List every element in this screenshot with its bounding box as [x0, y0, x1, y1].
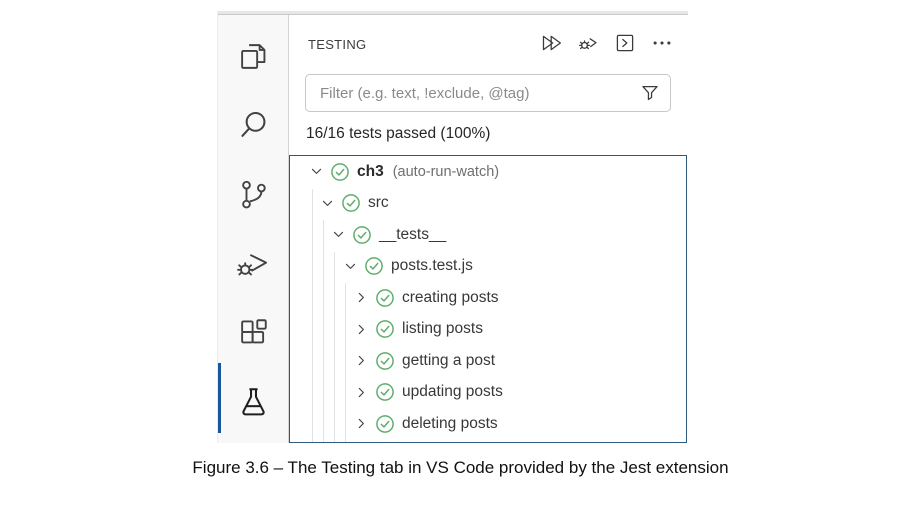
debug-icon [577, 32, 599, 54]
tree-row-getting-a-post[interactable]: getting a post [290, 345, 686, 377]
test-passed-icon [341, 193, 361, 213]
tree-row-label: posts.test.js [391, 257, 473, 275]
flask-icon [236, 384, 271, 419]
tree-row-listing-posts[interactable]: listing posts [290, 314, 686, 346]
tree-row-label: src [368, 194, 389, 212]
tree-row-label: updating posts [402, 383, 503, 401]
indent-guide [312, 189, 313, 442]
activity-item-source-control[interactable] [218, 169, 288, 219]
tree-row-creating-posts[interactable]: creating posts [290, 282, 686, 314]
activity-item-search[interactable] [218, 99, 288, 149]
chevron-right-icon[interactable] [354, 416, 369, 431]
chevron-right-icon[interactable] [354, 385, 369, 400]
chevron-down-icon[interactable] [309, 164, 324, 179]
test-passed-icon [330, 162, 350, 182]
test-passed-icon [375, 351, 395, 371]
git-branch-icon [236, 177, 271, 212]
test-filter-box [305, 74, 671, 112]
indent-guide [334, 252, 335, 442]
activity-item-explorer[interactable] [218, 31, 288, 81]
tree-row-label: getting a post [402, 351, 496, 369]
tree-row-tests-dir[interactable]: __tests__ [290, 219, 686, 251]
test-passed-icon [375, 319, 395, 339]
test-passed-icon [364, 256, 384, 276]
test-passed-icon [352, 225, 372, 245]
test-passed-icon [375, 414, 395, 434]
indent-guide [323, 220, 324, 442]
debug-tests-button[interactable] [576, 31, 600, 55]
window-top-edge [218, 11, 688, 15]
tree-row-deleting-posts[interactable]: deleting posts [290, 408, 686, 440]
chevron-down-icon[interactable] [320, 196, 335, 211]
open-panel-button[interactable] [613, 31, 637, 55]
tree-row-label: ch3 [357, 162, 384, 180]
files-icon [236, 39, 271, 74]
ellipsis-icon [651, 32, 673, 54]
activity-bar [218, 15, 289, 443]
tree-row-label: creating posts [402, 288, 499, 306]
filter-funnel-icon[interactable] [639, 82, 661, 104]
vscode-testing-screenshot: TESTING 16/16 tests passed (1 [217, 11, 688, 443]
activity-item-extensions[interactable] [218, 307, 288, 357]
extensions-icon [236, 315, 271, 350]
chevron-right-icon[interactable] [354, 290, 369, 305]
test-passed-icon [375, 382, 395, 402]
search-icon [236, 107, 271, 142]
chevron-right-icon[interactable] [354, 322, 369, 337]
tree-row-ch3[interactable]: ch3 (auto-run-watch) [290, 156, 686, 188]
test-passed-icon [375, 288, 395, 308]
tree-row-label: __tests__ [379, 225, 447, 243]
test-filter-input[interactable] [318, 83, 639, 103]
chevron-right-icon[interactable] [354, 353, 369, 368]
panel-title: TESTING [308, 37, 367, 52]
test-tree: ch3 (auto-run-watch) src __tests__ posts [289, 155, 687, 443]
panel-chevron-icon [614, 32, 636, 54]
tree-row-label: listing posts [402, 320, 483, 338]
tree-row-suffix: (auto-run-watch) [392, 163, 500, 180]
testing-panel: TESTING 16/16 tests passed (1 [289, 15, 688, 443]
run-tests-button[interactable] [539, 31, 563, 55]
tree-row-updating-posts[interactable]: updating posts [290, 377, 686, 409]
panel-toolbar [539, 31, 674, 55]
indent-guide [345, 283, 346, 442]
chevron-down-icon[interactable] [331, 227, 346, 242]
tests-passed-status: 16/16 tests passed (100%) [306, 125, 491, 142]
figure-caption: Figure 3.6 – The Testing tab in VS Code … [192, 458, 729, 477]
tree-row-label: deleting posts [402, 414, 498, 432]
activity-item-run-and-debug[interactable] [218, 237, 288, 287]
more-actions-button[interactable] [650, 31, 674, 55]
active-tab-indicator [218, 363, 221, 433]
run-all-icon [540, 32, 562, 54]
chevron-down-icon[interactable] [343, 259, 358, 274]
tree-row-posts-test-js[interactable]: posts.test.js [290, 251, 686, 283]
tree-row-src[interactable]: src [290, 188, 686, 220]
activity-item-testing[interactable] [218, 376, 288, 426]
bug-play-icon [236, 245, 271, 280]
